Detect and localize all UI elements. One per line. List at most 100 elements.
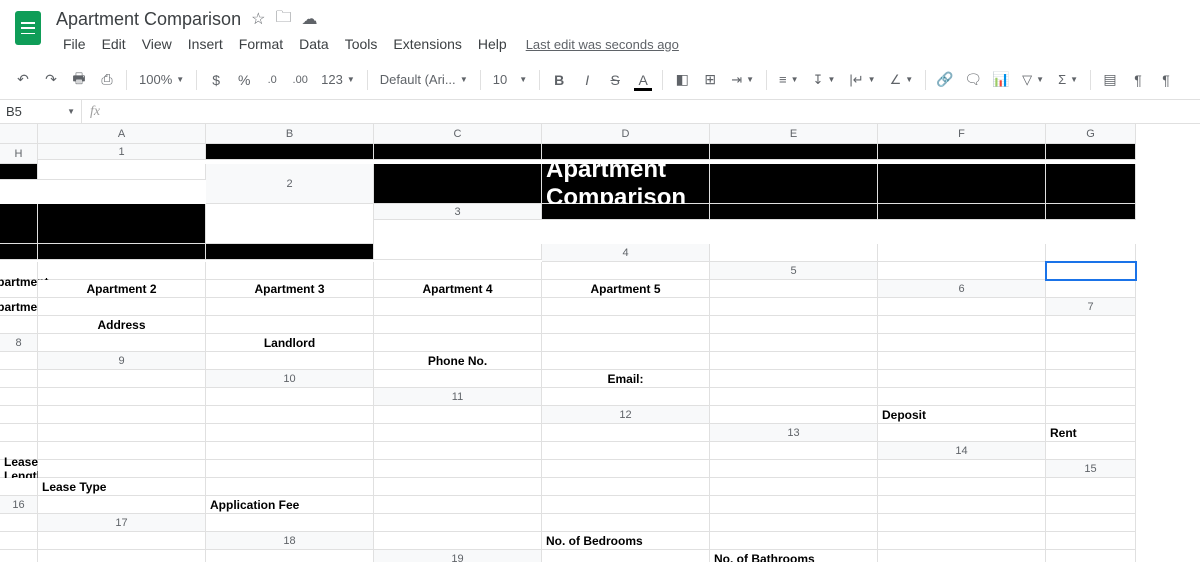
cell-E18[interactable]	[1046, 532, 1136, 550]
cell-G4[interactable]	[374, 262, 542, 280]
col-header-B[interactable]: B	[206, 124, 374, 144]
cell-F17[interactable]	[1046, 514, 1136, 532]
cell-B18[interactable]: No. of Bedrooms	[542, 532, 710, 550]
cell-B2[interactable]: Apartment Comparison	[542, 164, 710, 204]
col-header-G[interactable]: G	[1046, 124, 1136, 144]
cell-G5[interactable]: Apartment 5	[542, 280, 710, 298]
cell-G9[interactable]	[0, 370, 38, 388]
cell-A13[interactable]	[878, 424, 1046, 442]
row-header-1[interactable]: 1	[38, 144, 206, 160]
cell-G13[interactable]	[542, 442, 710, 460]
name-box[interactable]: B5 ▼	[0, 100, 82, 123]
cell-H11[interactable]	[374, 406, 542, 424]
cell-G12[interactable]	[374, 424, 542, 442]
menu-data[interactable]: Data	[292, 34, 336, 54]
cell-E12[interactable]	[38, 424, 206, 442]
cell-F11[interactable]	[38, 406, 206, 424]
more-formats-dropdown[interactable]: 123▼	[315, 67, 361, 93]
cell-D19[interactable]	[1046, 550, 1136, 562]
star-icon[interactable]: ☆	[251, 9, 265, 29]
cell-A8[interactable]	[38, 334, 206, 352]
cell-A11[interactable]	[542, 388, 710, 406]
row-header-13[interactable]: 13	[710, 424, 878, 442]
cell-C17[interactable]	[542, 514, 710, 532]
cell-B8[interactable]: Landlord	[206, 334, 374, 352]
cell-D5[interactable]: Apartment 2	[38, 280, 206, 298]
cell-A1[interactable]	[206, 144, 374, 160]
move-icon[interactable]: 🗀	[275, 6, 291, 33]
cell-E13[interactable]	[206, 442, 374, 460]
cell-H14[interactable]	[878, 460, 1046, 478]
cell-B15[interactable]: Lease Type	[38, 478, 206, 496]
para-ltr-button[interactable]: ¶	[1125, 67, 1151, 93]
cell-E5[interactable]: Apartment 3	[206, 280, 374, 298]
row-header-9[interactable]: 9	[38, 352, 206, 370]
cell-B16[interactable]: Application Fee	[206, 496, 374, 514]
cell-G2[interactable]	[38, 204, 206, 244]
cell-B5[interactable]	[1046, 262, 1136, 280]
cell-D7[interactable]	[374, 316, 542, 334]
cell-H4[interactable]	[542, 262, 710, 280]
bold-button[interactable]: B	[546, 67, 572, 93]
col-header-C[interactable]: C	[374, 124, 542, 144]
row-header-17[interactable]: 17	[38, 514, 206, 532]
cell-D15[interactable]	[374, 478, 542, 496]
cell-E2[interactable]	[1046, 164, 1136, 204]
cell-D9[interactable]	[710, 352, 878, 370]
sheets-logo[interactable]	[8, 8, 48, 48]
cell-D14[interactable]	[206, 460, 374, 478]
cell-A18[interactable]	[374, 532, 542, 550]
cell-A10[interactable]	[374, 370, 542, 388]
cell-H5[interactable]	[710, 280, 878, 298]
italic-button[interactable]: I	[574, 67, 600, 93]
cell-A6[interactable]	[1046, 280, 1136, 298]
wrap-dropdown[interactable]: |↵▼	[843, 67, 881, 93]
col-header-D[interactable]: D	[542, 124, 710, 144]
cell-G10[interactable]	[38, 388, 206, 406]
cell-H15[interactable]	[1046, 478, 1136, 496]
last-edit-link[interactable]: Last edit was seconds ago	[526, 37, 679, 52]
cell-D11[interactable]	[1046, 388, 1136, 406]
cell-E9[interactable]	[878, 352, 1046, 370]
cell-E4[interactable]	[38, 262, 206, 280]
rotate-dropdown[interactable]: ∠▼	[884, 67, 920, 93]
cell-D1[interactable]	[710, 144, 878, 160]
cell-A17[interactable]	[206, 514, 374, 532]
row-header-16[interactable]: 16	[0, 496, 38, 514]
cell-F2[interactable]	[0, 204, 38, 244]
cell-H13[interactable]	[710, 442, 878, 460]
comment-button[interactable]: 🗨	[960, 67, 986, 93]
increase-decimal-button[interactable]: .00	[287, 67, 313, 93]
cell-C11[interactable]	[878, 388, 1046, 406]
cell-C12[interactable]	[1046, 406, 1136, 424]
menu-extensions[interactable]: Extensions	[386, 34, 468, 54]
row-header-5[interactable]: 5	[710, 262, 878, 280]
cell-B10[interactable]: Email:	[542, 370, 710, 388]
select-all-corner[interactable]	[0, 124, 38, 144]
cell-D16[interactable]	[542, 496, 710, 514]
col-header-E[interactable]: E	[710, 124, 878, 144]
cell-F4[interactable]	[206, 262, 374, 280]
cell-H17[interactable]	[38, 532, 206, 550]
redo-button[interactable]: ↷	[38, 67, 64, 93]
cell-H10[interactable]	[206, 388, 374, 406]
filter-dropdown[interactable]: ▽▼	[1016, 67, 1050, 93]
cell-C15[interactable]	[206, 478, 374, 496]
cell-E6[interactable]	[374, 298, 542, 316]
cell-H16[interactable]	[0, 514, 38, 532]
row-header-18[interactable]: 18	[206, 532, 374, 550]
cell-G18[interactable]	[38, 550, 206, 562]
cell-A15[interactable]	[0, 478, 38, 496]
cell-B7[interactable]: Address	[38, 316, 206, 334]
cell-H6[interactable]	[878, 298, 1046, 316]
strike-button[interactable]: S	[602, 67, 628, 93]
sheet-rtl-button[interactable]: ▤	[1097, 67, 1123, 93]
cell-E1[interactable]	[878, 144, 1046, 160]
cell-E11[interactable]	[0, 406, 38, 424]
cell-A4[interactable]	[710, 244, 878, 262]
cell-F13[interactable]	[374, 442, 542, 460]
cell-C14[interactable]	[38, 460, 206, 478]
cell-F16[interactable]	[878, 496, 1046, 514]
cell-E16[interactable]	[710, 496, 878, 514]
cell-B12[interactable]: Deposit	[878, 406, 1046, 424]
